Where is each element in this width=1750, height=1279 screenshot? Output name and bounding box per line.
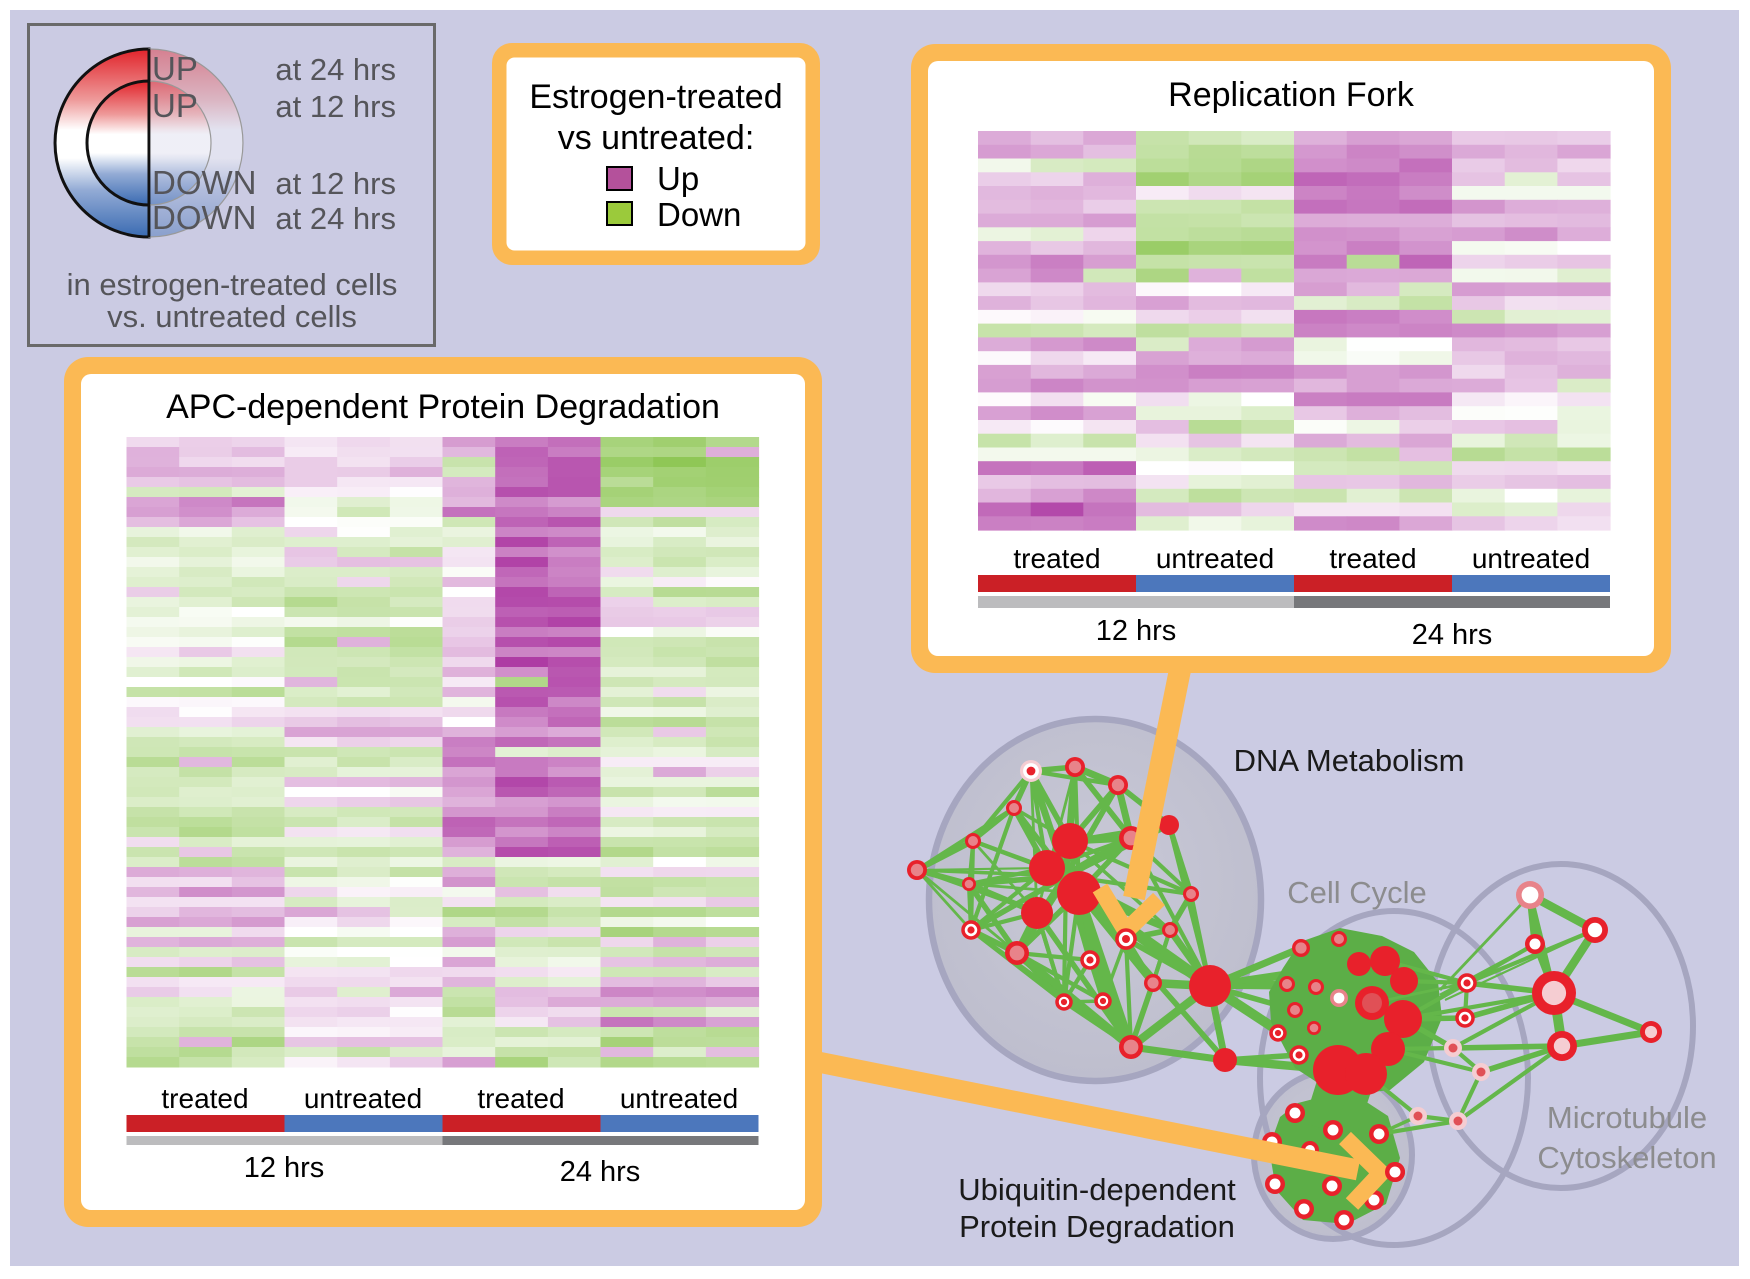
- svg-text:vs. untreated cells: vs. untreated cells: [107, 299, 357, 334]
- svg-text:at 12 hrs: at 12 hrs: [275, 89, 396, 124]
- svg-text:untreated: untreated: [304, 1083, 422, 1114]
- svg-text:Down: Down: [657, 196, 741, 233]
- svg-text:UP: UP: [152, 50, 198, 87]
- svg-text:in estrogen-treated cells: in estrogen-treated cells: [67, 267, 398, 302]
- svg-text:Protein Degradation: Protein Degradation: [959, 1209, 1235, 1244]
- svg-text:at 24 hrs: at 24 hrs: [275, 52, 396, 87]
- svg-text:Up: Up: [657, 160, 699, 197]
- svg-text:Estrogen-treated: Estrogen-treated: [529, 78, 782, 116]
- svg-text:treated: treated: [161, 1083, 248, 1114]
- svg-text:at 12 hrs: at 12 hrs: [275, 166, 396, 201]
- svg-text:untreated: untreated: [620, 1083, 738, 1114]
- svg-text:Cytoskeleton: Cytoskeleton: [1537, 1140, 1716, 1175]
- svg-text:12 hrs: 12 hrs: [1096, 615, 1177, 647]
- svg-text:untreated: untreated: [1472, 543, 1590, 574]
- svg-text:Cell Cycle: Cell Cycle: [1287, 875, 1427, 910]
- svg-text:at 24 hrs: at 24 hrs: [275, 201, 396, 236]
- svg-text:DNA Metabolism: DNA Metabolism: [1234, 743, 1465, 778]
- svg-text:DOWN: DOWN: [152, 199, 256, 236]
- svg-text:Replication Fork: Replication Fork: [1168, 76, 1415, 114]
- svg-text:24 hrs: 24 hrs: [1412, 619, 1493, 651]
- svg-text:Ubiquitin-dependent: Ubiquitin-dependent: [958, 1172, 1236, 1207]
- svg-text:treated: treated: [477, 1083, 564, 1114]
- svg-text:vs untreated:: vs untreated:: [558, 119, 755, 157]
- svg-text:APC-dependent Protein Degradat: APC-dependent Protein Degradation: [166, 388, 720, 426]
- svg-text:24 hrs: 24 hrs: [560, 1156, 641, 1188]
- svg-text:treated: treated: [1013, 543, 1100, 574]
- svg-text:treated: treated: [1329, 543, 1416, 574]
- svg-text:untreated: untreated: [1156, 543, 1274, 574]
- svg-text:DOWN: DOWN: [152, 164, 256, 201]
- svg-text:UP: UP: [152, 87, 198, 124]
- svg-text:Microtubule: Microtubule: [1547, 1100, 1707, 1135]
- svg-text:12 hrs: 12 hrs: [244, 1152, 325, 1184]
